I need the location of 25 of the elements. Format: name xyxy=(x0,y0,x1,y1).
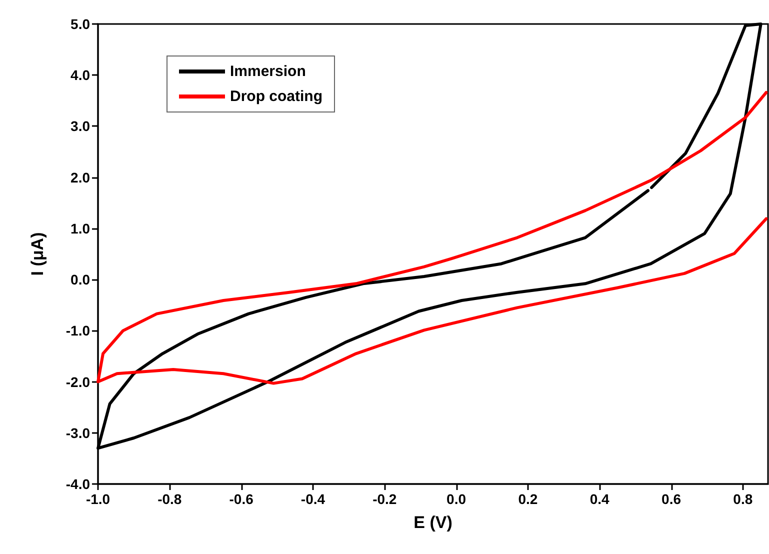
y-tick-label: 5.0 xyxy=(70,16,90,32)
x-tick-label: -0.8 xyxy=(158,491,182,507)
y-axis-title: I (μA) xyxy=(28,232,47,276)
line-series xyxy=(96,90,768,385)
x-tick-label: 0.0 xyxy=(446,491,466,507)
x-tick-label: 0.4 xyxy=(590,491,610,507)
legend-label: Drop coating xyxy=(230,88,322,105)
y-tick-label: -1.0 xyxy=(66,322,90,339)
x-tick-label: -0.4 xyxy=(300,491,326,507)
y-tick-label: -2.0 xyxy=(66,374,90,390)
x-tick-label: 0.6 xyxy=(662,491,682,507)
y-tick-label: 2.0 xyxy=(70,169,90,186)
y-tick-label: 4.0 xyxy=(70,67,90,84)
legend-label: Immersion xyxy=(230,63,306,80)
y-tick-label: 3.0 xyxy=(70,118,90,134)
x-tick-label: -1.0 xyxy=(86,491,110,507)
x-tick-label: -0.6 xyxy=(229,491,254,507)
x-axis-title: E (V) xyxy=(414,513,452,532)
y-tick-label: 1.0 xyxy=(70,220,90,236)
x-tick-label: -0.2 xyxy=(372,491,397,507)
x-tick-label: 0.2 xyxy=(518,491,538,507)
y-tick-label: -3.0 xyxy=(66,424,90,441)
y-tick-label: -4.0 xyxy=(66,476,90,492)
x-tick-label: 0.8 xyxy=(733,491,753,507)
y-tick-label: 0.0 xyxy=(70,272,90,288)
